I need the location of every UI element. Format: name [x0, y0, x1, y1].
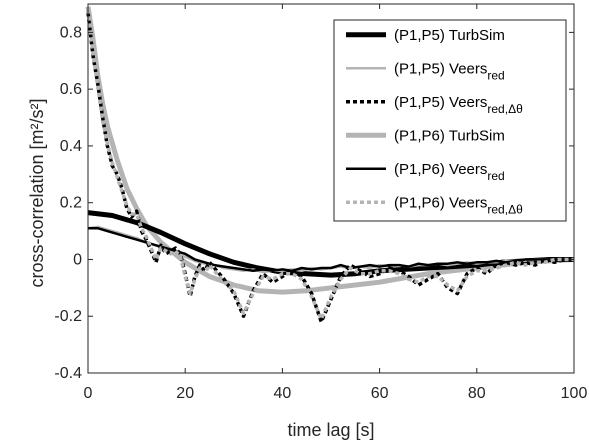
legend-label-1: (P1,P5) TurbSim: [394, 27, 505, 44]
y-tick-label: -0.4: [54, 365, 82, 382]
x-tick-label: 20: [176, 385, 194, 402]
x-tick-label: 0: [84, 385, 93, 402]
legend-label-5: (P1,P6) Veersred: [394, 161, 505, 183]
legend: (P1,P5) TurbSim (P1,P5) Veersred (P1,P5) V…: [333, 19, 567, 222]
plot-frame: [87, 3, 575, 374]
x-tick-label: 100: [561, 385, 588, 402]
x-tick-label: 80: [468, 385, 486, 402]
series-line-5: [88, 226, 574, 273]
legend-label-3: (P1,P5) Veersred,Δθ: [394, 94, 523, 116]
y-tick-label: 0.6: [60, 81, 82, 98]
y-tick-label: 0.2: [60, 195, 82, 212]
x-tick-label: 60: [371, 385, 389, 402]
axes-layer: [87, 3, 575, 374]
y-tick-label: 0.8: [60, 24, 82, 41]
x-axis-title: time lag [s]: [287, 420, 374, 440]
series-line-3: [86, 12, 574, 324]
y-tick-label: 0.4: [60, 138, 82, 155]
y-tick-label: 0: [73, 251, 82, 268]
series-layer: [85, 6, 575, 324]
ticks-layer: 0 20 40 60 80 100 -0.4 -0.2 0 0.2 0.4 0.6 0.8: [54, 4, 587, 402]
legend-label-2: (P1,P5) Veersred: [394, 60, 505, 82]
y-tick-label: -0.2: [54, 308, 82, 325]
legend-label-6: (P1,P6) Veersred,Δθ: [394, 194, 523, 216]
series-line-4: [85, 6, 575, 295]
legend-box: [333, 19, 567, 222]
legend-label-4: (P1,P6) TurbSim: [394, 127, 505, 144]
y-axis-title: cross-correlation [m²/s²]: [27, 98, 47, 287]
x-tick-label: 40: [274, 385, 292, 402]
series-line-6: [86, 9, 574, 321]
